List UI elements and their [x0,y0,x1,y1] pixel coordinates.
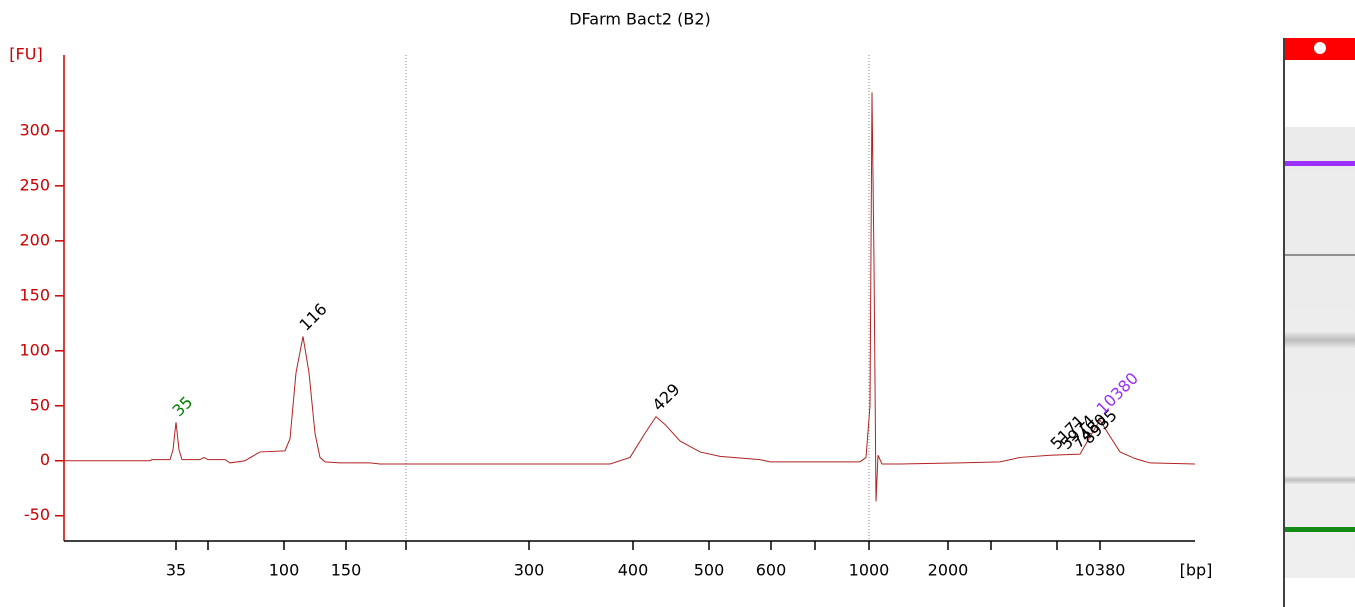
y-tick-label: 250 [19,175,50,194]
y-tick-label: 0 [40,450,50,469]
x-tick-label: 2000 [928,561,969,580]
peak-label: 116 [296,299,331,334]
lane-band [1285,332,1355,348]
peak-label: 35 [169,392,197,420]
gel-lane [1283,38,1355,607]
lane-band [1285,254,1355,256]
peak-label: 10380 [1093,369,1142,418]
chart-title: DFarm Bact2 (B2) [569,10,711,29]
peak-label: 429 [649,380,684,415]
y-axis-label: [FU] [9,45,42,64]
y-tick-label: 100 [19,340,50,359]
y-tick-label: 150 [19,285,50,304]
lane-band [1285,476,1355,484]
y-tick-label: -50 [24,505,50,524]
lane-band [1285,161,1355,166]
trace-line [64,92,1196,502]
x-tick-label: 100 [269,561,300,580]
x-tick-label: 600 [756,561,787,580]
y-tick-label: 50 [30,395,50,414]
lane-icon [1314,42,1326,54]
lane-gel [1285,127,1355,578]
x-tick-label: 150 [331,561,362,580]
x-tick-label: 500 [694,561,725,580]
x-axis-label: [bp] [1180,561,1213,580]
x-tick-label: 10380 [1075,561,1126,580]
x-tick-label: 400 [618,561,649,580]
x-tick-label: 35 [166,561,186,580]
x-tick-label: 1000 [849,561,890,580]
x-tick-label: 300 [514,561,545,580]
lane-band [1285,527,1355,532]
y-tick-label: 300 [19,120,50,139]
y-tick-label: 200 [19,230,50,249]
